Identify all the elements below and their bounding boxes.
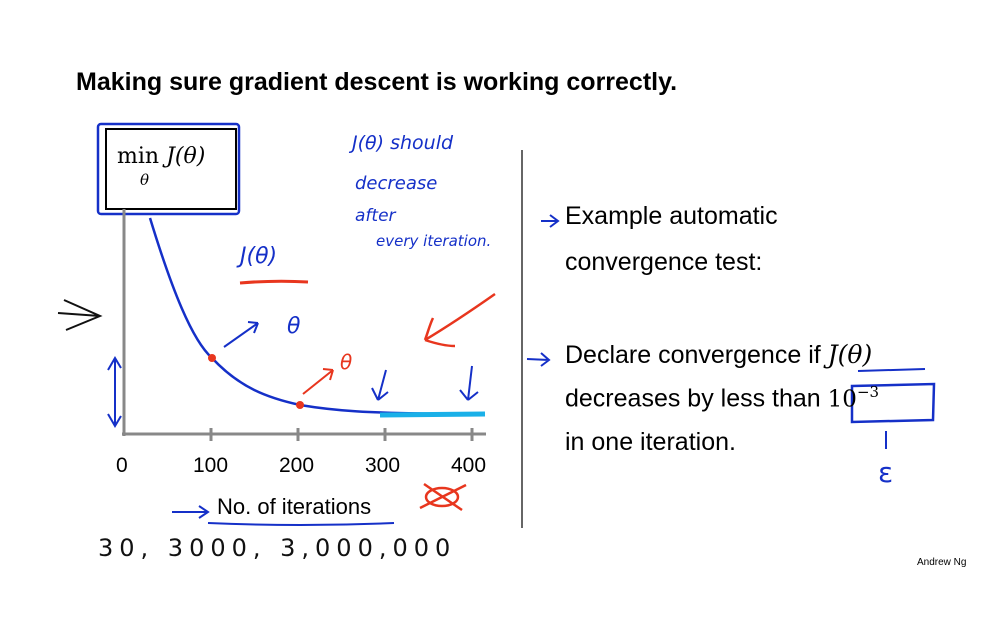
- curve-label: J(θ): [240, 244, 278, 269]
- right-line-4: decreases by less than 10−3: [565, 383, 879, 413]
- arrow-example: [541, 214, 560, 228]
- theta-arrow-1: [223, 321, 259, 348]
- declare-text: Declare convergence if: [565, 341, 828, 369]
- min-expression-box: [105, 128, 237, 210]
- x-axis-label: No. of iterations: [217, 494, 372, 519]
- slide-title: Making sure gradient descent is working …: [76, 68, 678, 96]
- red-point-200: [296, 401, 304, 409]
- note-line-2: decrease: [355, 173, 438, 194]
- note-line-4: every iteration.: [376, 232, 492, 250]
- iteration-counts: 30, 3000, 3,000,000: [98, 534, 457, 562]
- min-expression-highlight-box: [96, 122, 241, 216]
- min-operator: min: [117, 144, 160, 169]
- note-line-3: after: [355, 206, 396, 226]
- threshold-exponent: −3: [856, 383, 880, 401]
- right-line-2: convergence test:: [565, 248, 763, 276]
- red-arrow: [423, 292, 496, 348]
- theta-mark-2: θ: [340, 350, 353, 374]
- declare-math: J(θ): [827, 340, 873, 369]
- theta-mark-1: θ: [287, 314, 301, 339]
- threshold-overline: [857, 368, 926, 372]
- right-line-1: Example automatic: [565, 202, 778, 230]
- down-arrow-300: [371, 369, 389, 401]
- x-tick-400: 400: [451, 454, 487, 477]
- decreases-text: decreases by less than: [565, 384, 828, 413]
- x-tick-100: 100: [193, 454, 229, 477]
- note-line-1: J(θ) should: [352, 132, 454, 154]
- crossed-out-mark: [419, 482, 467, 512]
- left-squiggle-arrow: [57, 299, 103, 331]
- flat-region-highlight: [379, 411, 486, 418]
- threshold-base: 10: [827, 386, 857, 413]
- xlabel-underline: [207, 522, 395, 526]
- min-expression: min J(θ): [117, 144, 205, 169]
- right-line-3: Declare convergence if J(θ): [565, 340, 872, 370]
- x-tick-0: 0: [116, 454, 128, 477]
- left-vertical-double-arrow: [107, 356, 122, 428]
- arrow-xlabel: [172, 505, 210, 519]
- credit: Andrew Ng: [917, 557, 967, 568]
- min-subscript: θ: [140, 171, 150, 189]
- cost-curve: [148, 217, 486, 416]
- right-line-5: in one iteration.: [565, 428, 736, 456]
- epsilon-symbol: ε: [878, 456, 894, 489]
- x-tick-200: 200: [279, 454, 315, 477]
- min-function: J(θ): [166, 144, 206, 169]
- down-arrow-400: [459, 365, 479, 401]
- red-point-100: [208, 354, 216, 362]
- arrow-declare: [526, 352, 551, 367]
- theta-arrow-2: [302, 368, 334, 395]
- x-tick-300: 300: [365, 454, 401, 477]
- threshold-box: [850, 382, 936, 424]
- curve-label-underline: [239, 279, 309, 285]
